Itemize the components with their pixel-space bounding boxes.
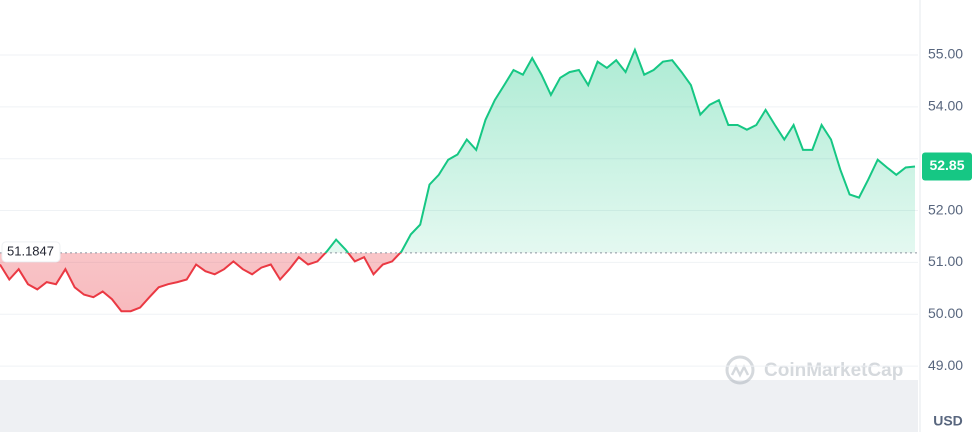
last-price-tag bbox=[922, 152, 972, 181]
price-line-down bbox=[0, 252, 402, 313]
last-price-label: 52.85 bbox=[929, 157, 964, 173]
y-tick-label: 52.00 bbox=[928, 201, 963, 217]
price-line-up bbox=[324, 47, 916, 253]
y-tick-label: 50.00 bbox=[928, 305, 963, 321]
baseline-label: 51.1847 bbox=[7, 243, 54, 258]
y-tick-label: 55.00 bbox=[928, 46, 963, 62]
watermark: CoinMarketCap bbox=[725, 355, 903, 385]
y-tick-label: 54.00 bbox=[928, 98, 963, 114]
watermark-text: CoinMarketCap bbox=[764, 360, 903, 381]
y-tick-label: 49.00 bbox=[928, 357, 963, 373]
volume-band bbox=[0, 380, 918, 432]
area-down bbox=[0, 252, 915, 312]
y-tick-label: 51.00 bbox=[928, 253, 963, 269]
y-axis-unit: USD bbox=[933, 413, 963, 429]
baseline-label-bg bbox=[1, 241, 61, 263]
area-up bbox=[325, 49, 915, 253]
